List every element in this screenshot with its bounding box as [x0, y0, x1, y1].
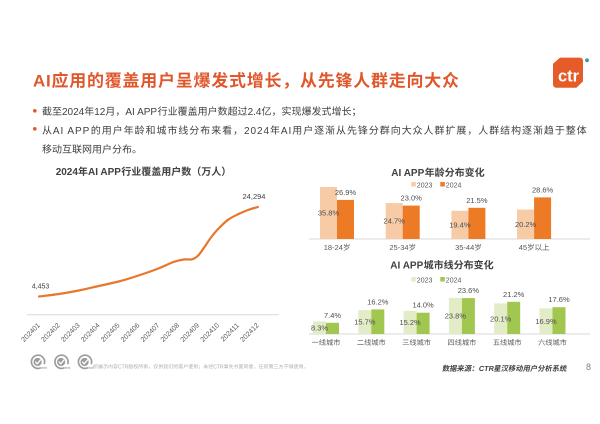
svg-text:ctr: ctr	[558, 68, 580, 86]
svg-text:CTR: CTR	[213, 364, 224, 370]
svg-text:202411: 202411	[220, 322, 241, 343]
svg-text:AI APP: AI APP	[125, 107, 157, 118]
svg-text:202410: 202410	[200, 322, 222, 344]
svg-text:15.7%: 15.7%	[354, 318, 376, 327]
svg-text:21.5%: 21.5%	[466, 196, 488, 205]
svg-text:45: 45	[519, 243, 527, 252]
svg-text:CTR: CTR	[118, 364, 129, 370]
svg-text:18-24: 18-24	[324, 243, 343, 252]
svg-text:202408: 202408	[160, 322, 182, 344]
svg-text:15.2%: 15.2%	[399, 318, 421, 327]
svg-text:26.9%: 26.9%	[335, 188, 357, 197]
svg-text:35-44: 35-44	[455, 243, 474, 252]
svg-text:20.2%: 20.2%	[515, 220, 537, 229]
svg-text:20.1%: 20.1%	[490, 314, 512, 323]
svg-text:2024: 2024	[244, 126, 270, 137]
svg-text:24,294: 24,294	[243, 192, 266, 201]
svg-text:23.0%: 23.0%	[401, 194, 423, 203]
svg-text:24.7%: 24.7%	[384, 217, 406, 226]
svg-text:8.3%: 8.3%	[311, 323, 328, 332]
svg-text:AI: AI	[281, 126, 292, 137]
svg-text:28.6%: 28.6%	[532, 185, 554, 194]
svg-text:16.9%: 16.9%	[535, 317, 557, 326]
svg-text:35.8%: 35.8%	[318, 209, 340, 218]
svg-text:2024: 2024	[56, 167, 79, 178]
svg-text:202412: 202412	[239, 322, 261, 344]
svg-text:7.4%: 7.4%	[324, 311, 341, 320]
svg-text:202404: 202404	[80, 322, 102, 344]
svg-text:AI APP: AI APP	[391, 168, 424, 179]
svg-text:AI APP: AI APP	[53, 126, 90, 137]
svg-text:202406: 202406	[120, 322, 142, 344]
svg-text:202407: 202407	[140, 322, 162, 344]
svg-text:AI: AI	[33, 72, 52, 91]
svg-text:2023: 2023	[417, 278, 433, 285]
svg-text:16.2%: 16.2%	[367, 297, 389, 306]
svg-text:2.4: 2.4	[248, 107, 262, 118]
svg-text:202402: 202402	[40, 322, 62, 344]
svg-text:23.6%: 23.6%	[458, 286, 480, 295]
svg-text:8: 8	[586, 362, 591, 372]
svg-text:202405: 202405	[100, 322, 122, 344]
svg-text:202409: 202409	[180, 322, 202, 344]
svg-text:25-34: 25-34	[389, 243, 408, 252]
svg-text:AI APP: AI APP	[88, 167, 121, 178]
svg-text:CTR: CTR	[478, 364, 495, 373]
svg-text:21.2%: 21.2%	[503, 290, 525, 299]
svg-text:12: 12	[94, 107, 106, 118]
svg-text:2024: 2024	[446, 183, 462, 190]
svg-text:2024: 2024	[62, 107, 85, 118]
svg-text:AI APP: AI APP	[390, 261, 423, 272]
svg-text:4,453: 4,453	[32, 284, 50, 291]
svg-text:2024: 2024	[446, 278, 462, 285]
svg-text:23.8%: 23.8%	[445, 312, 467, 321]
svg-text:202403: 202403	[60, 322, 82, 344]
svg-text:14.0%: 14.0%	[412, 301, 434, 310]
svg-text:202401: 202401	[20, 322, 42, 344]
svg-text:17.6%: 17.6%	[548, 295, 570, 304]
svg-text:19.4%: 19.4%	[449, 221, 471, 230]
svg-text:2023: 2023	[417, 183, 433, 190]
